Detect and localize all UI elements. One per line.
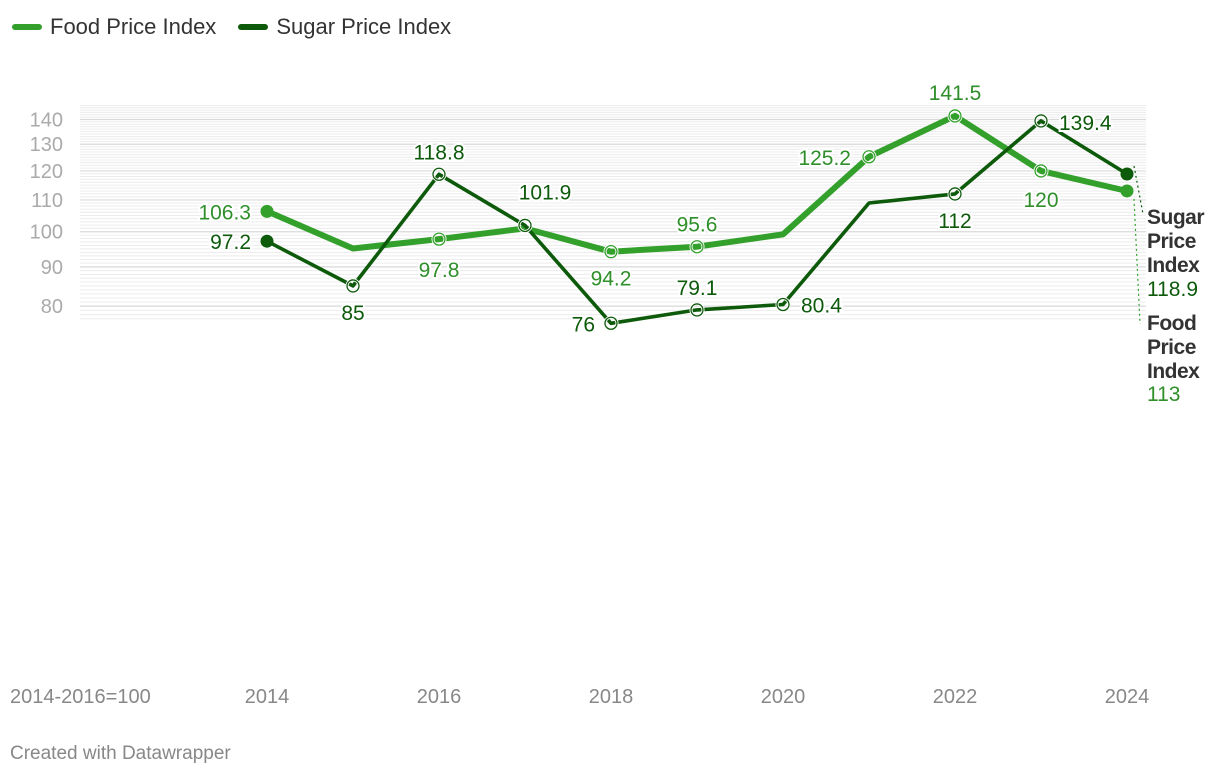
legend-item-food[interactable]: Food Price Index xyxy=(12,14,216,40)
point-marker-food xyxy=(862,150,876,164)
x-tick-label: 2024 xyxy=(1105,686,1150,708)
x-tick-label: 2020 xyxy=(761,686,806,708)
point-marker-food xyxy=(604,245,618,259)
point-marker-sugar xyxy=(948,187,962,201)
data-label-food: 120 xyxy=(1023,189,1058,212)
data-label-food: 106.3 xyxy=(198,201,251,224)
y-tick-label: 90 xyxy=(41,257,63,279)
legend-swatch-food xyxy=(12,24,42,30)
point-marker-sugar xyxy=(604,316,618,330)
legend-label-sugar: Sugar Price Index xyxy=(276,14,452,39)
y-tick-label: 120 xyxy=(30,161,63,183)
series-line-food xyxy=(264,112,1130,255)
data-label-sugar: 101.9 xyxy=(519,181,572,204)
data-label-sugar: 112 xyxy=(938,210,971,233)
y-tick-label: 110 xyxy=(31,190,63,212)
point-marker-food xyxy=(690,240,704,254)
end-leader-sugar xyxy=(1133,165,1144,215)
legend-label-food: Food Price Index xyxy=(50,14,217,39)
start-point-sugar xyxy=(260,234,274,248)
legend: Food Price Index Sugar Price Index xyxy=(12,14,451,40)
x-tick-label: 2018 xyxy=(589,686,634,708)
point-marker-food xyxy=(1034,164,1048,178)
end-label-food: Food xyxy=(1147,312,1196,335)
series-line-sugar xyxy=(265,119,1129,326)
data-label-sugar: 118.8 xyxy=(414,141,465,164)
point-marker-sugar xyxy=(1034,114,1048,128)
y-tick-label: 140 xyxy=(30,110,63,132)
data-label-sugar: 139.4 xyxy=(1059,112,1112,135)
y-tick-label: 130 xyxy=(30,134,63,156)
x-tick-label: 2016 xyxy=(417,686,462,708)
point-marker-sugar xyxy=(776,297,790,312)
data-label-sugar: 79.1 xyxy=(677,277,718,300)
point-marker-sugar xyxy=(432,167,446,181)
point-marker-sugar xyxy=(346,279,360,293)
data-label-sugar: 80.4 xyxy=(801,294,842,317)
footer-credit: Created with Datawrapper xyxy=(10,743,231,764)
data-label-food: 141.5 xyxy=(929,82,982,105)
end-label-food: Price xyxy=(1147,336,1196,359)
data-label-food: 97.8 xyxy=(419,259,460,282)
x-tick-label: 2022 xyxy=(933,686,978,708)
point-marker-sugar xyxy=(690,303,704,317)
x-tick-label: 2014 xyxy=(245,686,290,708)
data-label-food: 125.2 xyxy=(798,147,851,170)
end-label-sugar: Price xyxy=(1147,230,1196,253)
end-point-sugar xyxy=(1120,167,1134,181)
data-label-food: 95.6 xyxy=(677,214,718,237)
end-label-sugar: Index xyxy=(1147,254,1200,277)
end-leader-food xyxy=(1133,198,1141,325)
end-value-food: 113 xyxy=(1147,383,1180,406)
y-tick-label: 100 xyxy=(30,222,63,244)
start-point-food xyxy=(260,204,274,218)
data-label-sugar: 85 xyxy=(341,302,364,325)
end-point-food xyxy=(1120,184,1134,198)
end-value-sugar: 118.9 xyxy=(1147,278,1198,301)
y-axis-note: 2014-2016=100 xyxy=(10,686,151,708)
point-marker-food xyxy=(948,109,962,123)
point-marker-sugar xyxy=(518,218,532,233)
legend-item-sugar[interactable]: Sugar Price Index xyxy=(238,14,451,40)
data-label-food: 94.2 xyxy=(591,268,632,291)
end-label-sugar: Sugar xyxy=(1147,206,1204,229)
point-marker-food xyxy=(432,232,446,246)
legend-swatch-sugar xyxy=(238,24,269,30)
y-tick-label: 80 xyxy=(41,296,63,318)
end-label-food: Index xyxy=(1147,360,1200,383)
data-label-sugar: 97.2 xyxy=(210,231,251,254)
data-label-sugar: 76 xyxy=(572,313,595,336)
